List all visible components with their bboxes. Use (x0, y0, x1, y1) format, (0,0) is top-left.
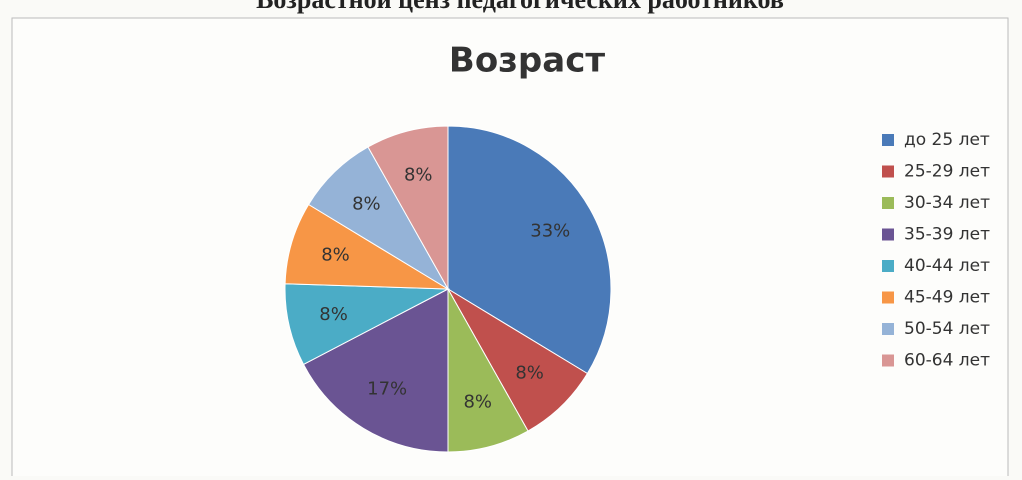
legend-swatch (882, 197, 894, 209)
data-label: 8% (515, 362, 544, 383)
legend-label: 45-49 лет (904, 288, 990, 308)
legend-swatch (882, 228, 894, 241)
legend-label: 40-44 лет (904, 256, 990, 276)
legend-label: 30-34 лет (904, 193, 990, 213)
legend-label: 25-29 лет (904, 162, 990, 182)
chart-title: Возраст (449, 41, 605, 81)
pie-slice (367, 125, 449, 291)
legend-label: 60-64 лет (904, 351, 990, 371)
legend-swatch (882, 291, 894, 304)
pie-slice (302, 288, 449, 453)
data-label: 8% (463, 392, 492, 413)
data-label: 33% (530, 220, 570, 241)
data-label: 8% (321, 245, 350, 266)
page-title: Возрастной ценз педагогических работнико… (256, 0, 784, 14)
data-label: 8% (404, 164, 433, 185)
data-label: 8% (352, 194, 381, 215)
legend-swatch (882, 323, 894, 335)
data-label: 17% (367, 378, 407, 399)
legend-label: 35-39 лет (904, 225, 990, 245)
legend-label: до 25 лет (904, 130, 990, 150)
legend-swatch (882, 260, 894, 272)
legend-label: 50-54 лет (904, 319, 990, 339)
pie-slice (447, 125, 612, 375)
data-label: 8% (319, 304, 348, 325)
legend-swatch (882, 134, 894, 146)
legend-swatch (882, 165, 894, 178)
legend-swatch (882, 354, 894, 367)
